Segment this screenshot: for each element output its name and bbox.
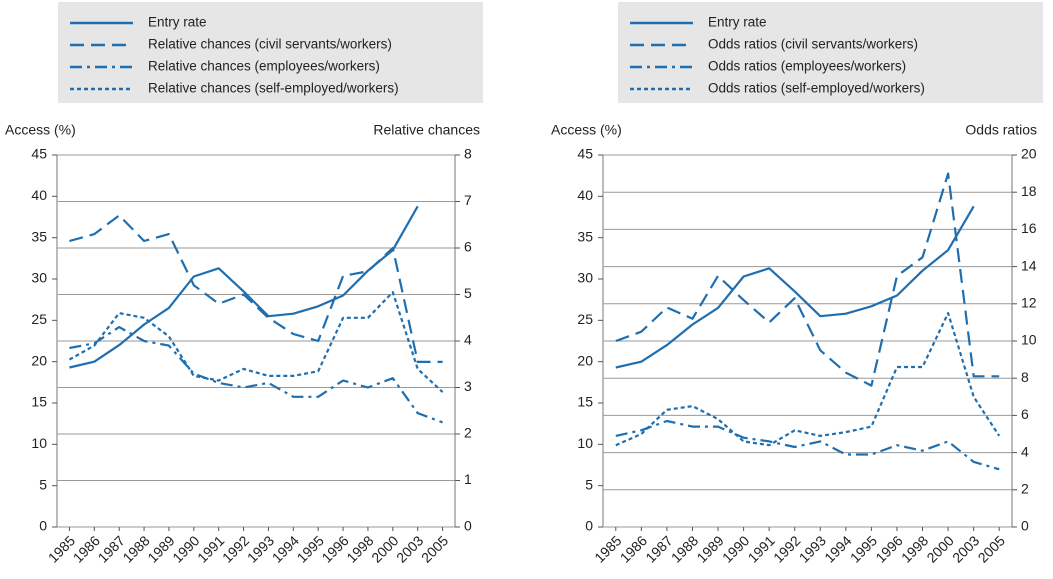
y2-axis-label: Odds ratios	[965, 122, 1037, 138]
x-tick-label: 1993	[796, 532, 829, 565]
y2-tick-label: 2	[464, 425, 472, 441]
y2-tick-label: 7	[464, 192, 472, 208]
y-tick-label: 35	[577, 228, 593, 244]
y2-tick-label: 14	[1021, 257, 1037, 273]
y-tick-label: 30	[31, 270, 47, 286]
x-tick-label: 1994	[821, 532, 854, 565]
y2-tick-label: 0	[464, 518, 472, 534]
x-tick-label: 1992	[219, 532, 252, 565]
y2-tick-label: 0	[1021, 518, 1029, 534]
x-tick-label: 1988	[119, 532, 152, 565]
x-tick-label: 1991	[194, 532, 227, 565]
y2-tick-label: 4	[1021, 443, 1029, 459]
x-tick-label: 2003	[393, 532, 426, 565]
y-tick-label: 25	[577, 311, 593, 327]
series-line	[69, 214, 443, 363]
y2-tick-label: 2	[1021, 481, 1029, 497]
y2-tick-label: 6	[464, 239, 472, 255]
y-tick-label: 10	[577, 435, 593, 451]
x-tick-label: 1998	[343, 532, 376, 565]
series-line	[69, 205, 419, 369]
y2-tick-label: 16	[1021, 220, 1037, 236]
y-tick-label: 20	[577, 352, 593, 368]
x-tick-label: 1994	[269, 532, 302, 565]
x-tick-label: 1988	[668, 532, 701, 565]
x-tick-label: 1996	[318, 532, 351, 565]
legend-label: Entry rate	[708, 15, 767, 30]
y-tick-label: 15	[31, 394, 47, 410]
y-tick-label: 35	[31, 228, 47, 244]
y-axis-label: Access (%)	[551, 122, 622, 138]
x-tick-label: 1991	[745, 532, 778, 565]
legend-label: Odds ratios (self-employed/workers)	[708, 81, 925, 96]
y-tick-label: 25	[31, 311, 47, 327]
y2-axis-label: Relative chances	[373, 122, 480, 138]
legend-label: Relative chances (employees/workers)	[148, 59, 380, 74]
panel: 02468101214161820051015202530354045Acces…	[551, 2, 1043, 566]
series-line	[615, 205, 975, 369]
y-tick-label: 5	[39, 476, 47, 492]
series-line	[68, 291, 444, 393]
x-tick-label: 2000	[923, 532, 956, 565]
x-tick-label: 1995	[294, 532, 327, 565]
y-tick-label: 5	[585, 476, 593, 492]
y2-tick-label: 5	[464, 285, 472, 301]
y2-tick-label: 20	[1021, 146, 1037, 162]
legend-label: Odds ratios (employees/workers)	[708, 59, 906, 74]
y-tick-label: 40	[31, 187, 47, 203]
series-line	[615, 312, 1001, 447]
x-tick-label: 1990	[719, 532, 752, 565]
x-tick-label: 1989	[144, 532, 177, 565]
legend-box	[618, 2, 1043, 103]
x-tick-label: 1986	[617, 532, 650, 565]
x-tick-label: 1996	[872, 532, 905, 565]
x-tick-label: 1992	[770, 532, 803, 565]
y-tick-label: 45	[577, 146, 593, 162]
y-axis-label: Access (%)	[5, 122, 76, 138]
legend-label: Relative chances (civil servants/workers…	[148, 37, 392, 52]
x-tick-label: 2003	[949, 532, 982, 565]
y2-tick-label: 12	[1021, 295, 1037, 311]
y-tick-label: 20	[31, 352, 47, 368]
y2-tick-label: 6	[1021, 406, 1029, 422]
legend-label: Entry rate	[148, 15, 207, 30]
x-tick-label: 1998	[898, 532, 931, 565]
y2-tick-label: 18	[1021, 183, 1037, 199]
y2-tick-label: 4	[464, 332, 472, 348]
legend-box	[58, 2, 483, 103]
x-tick-label: 1990	[169, 532, 202, 565]
x-tick-label: 1985	[591, 532, 624, 565]
y2-tick-label: 8	[464, 146, 472, 162]
series-line	[615, 419, 1000, 471]
y-tick-label: 0	[585, 518, 593, 534]
y-tick-label: 10	[31, 435, 47, 451]
x-tick-label: 1987	[642, 532, 675, 565]
x-tick-label: 2005	[418, 532, 451, 565]
y-tick-label: 0	[39, 518, 47, 534]
x-tick-label: 2000	[368, 532, 401, 565]
y-tick-label: 45	[31, 146, 47, 162]
series-line	[615, 172, 1000, 387]
x-tick-label: 1995	[847, 532, 880, 565]
legend-label: Relative chances (self-employed/workers)	[148, 81, 399, 96]
y2-tick-label: 1	[464, 471, 472, 487]
y-tick-label: 40	[577, 187, 593, 203]
x-tick-label: 1987	[95, 532, 128, 565]
x-tick-label: 1989	[693, 532, 726, 565]
y2-tick-label: 3	[464, 378, 472, 394]
legend-label: Odds ratios (civil servants/workers)	[708, 37, 918, 52]
y-tick-label: 15	[577, 394, 593, 410]
x-tick-label: 1986	[70, 532, 103, 565]
y2-tick-label: 8	[1021, 369, 1029, 385]
y2-tick-label: 10	[1021, 332, 1037, 348]
x-tick-label: 1993	[244, 532, 277, 565]
x-tick-label: 2005	[975, 532, 1008, 565]
series-line	[69, 326, 443, 424]
x-tick-label: 1985	[45, 532, 78, 565]
y-tick-label: 30	[577, 270, 593, 286]
